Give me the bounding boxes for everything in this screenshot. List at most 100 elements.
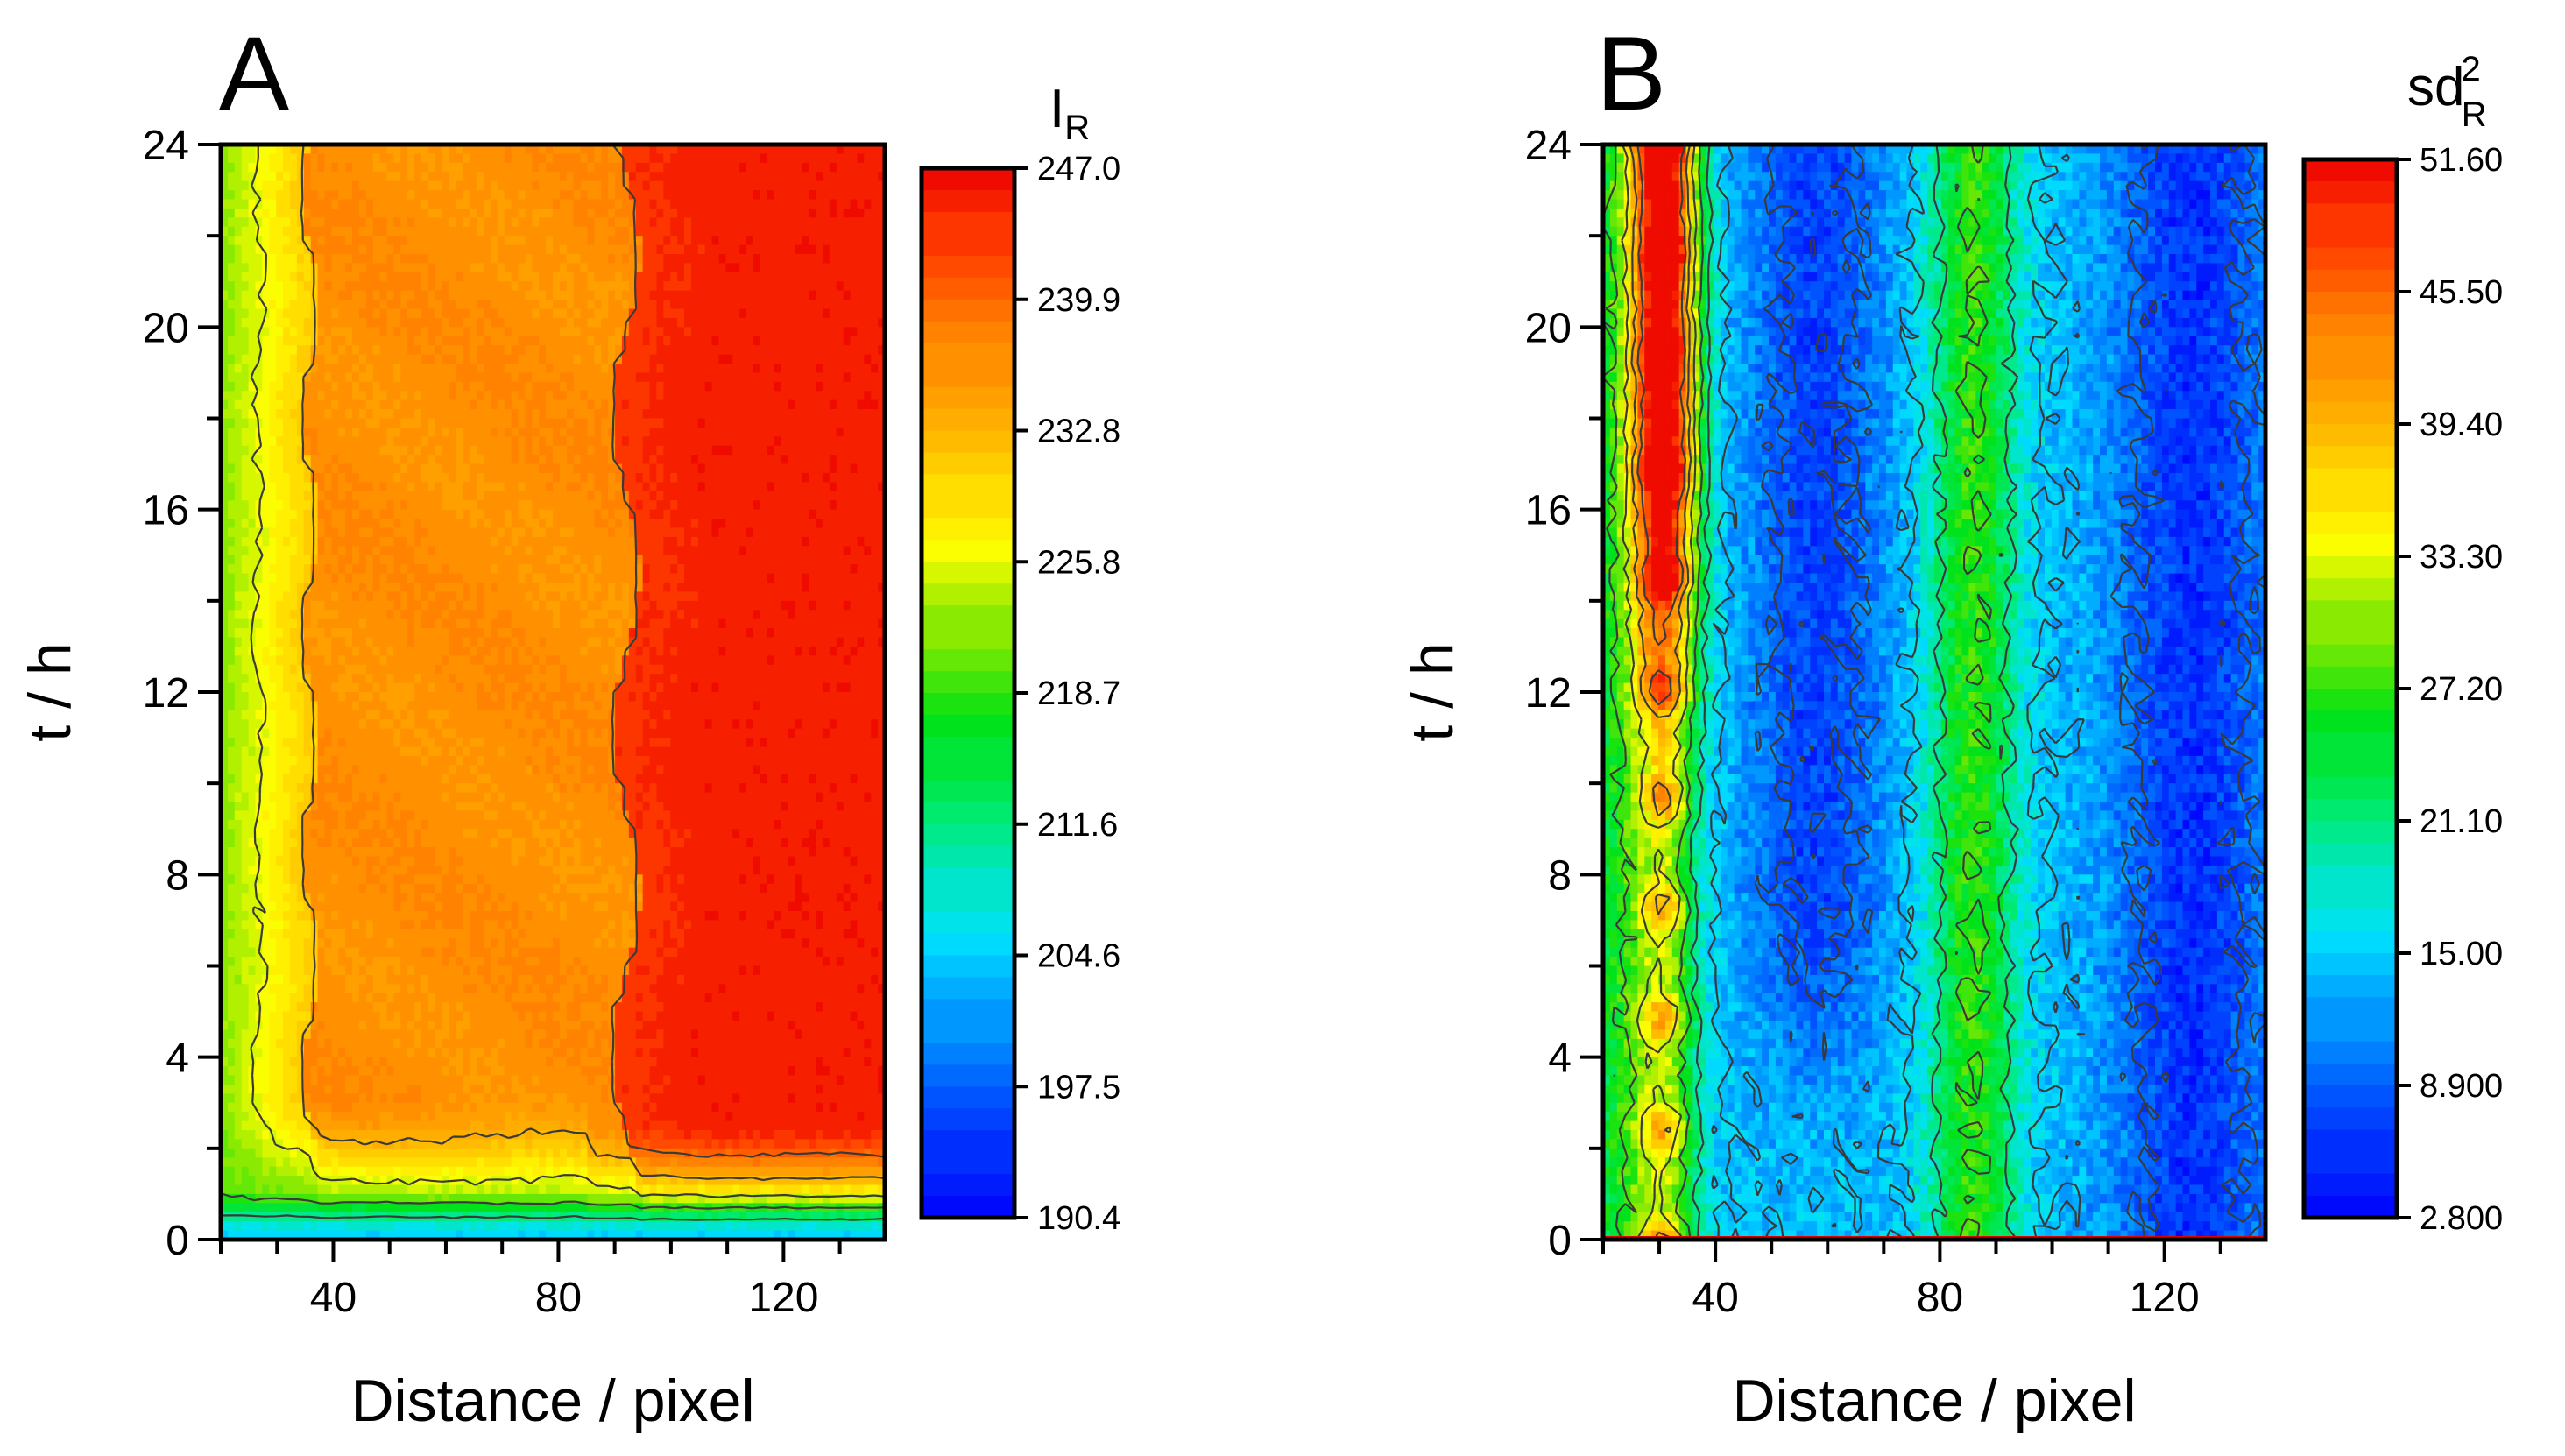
heatmap-cell [345,162,353,173]
heatmap-cell [262,436,271,447]
heatmap-cell [864,372,873,383]
heatmap-cell [857,345,866,356]
heatmap-cell [338,455,346,465]
heatmap-cell [864,591,873,602]
heatmap-cell [580,145,589,155]
heatmap-cell [490,509,498,519]
heatmap-cell [781,199,789,209]
heatmap-cell [795,509,803,519]
heatmap-cell [878,600,885,611]
heatmap-cell [546,327,554,337]
heatmap-cell [871,180,879,191]
heatmap-cell [283,263,291,273]
heatmap-cell [635,564,644,575]
heatmap-cell [420,546,429,556]
heatmap-cell [331,409,340,420]
heatmap-cell [573,153,582,164]
heatmap-cell [587,491,596,502]
heatmap-cell [850,336,859,346]
heatmap-cell [484,172,491,182]
heatmap-cell [587,263,596,273]
heatmap-cell [525,308,533,319]
heatmap-cell [718,153,727,164]
heatmap-cell [511,473,519,484]
heatmap-cell [400,591,408,602]
heatmap-cell [850,546,859,556]
heatmap-cell [310,491,319,502]
heatmap-cell [553,263,561,273]
heatmap-cell [269,327,277,337]
heatmap-cell [504,236,512,246]
heatmap-cell [497,217,505,228]
heatmap-cell [684,600,692,611]
heatmap-cell [449,491,457,502]
heatmap-cell [767,145,775,155]
heatmap-cell [442,345,450,356]
heatmap-cell [386,244,395,255]
heatmap-cell [283,336,291,346]
heatmap-cell [739,455,747,465]
heatmap-cell [289,482,298,492]
heatmap-cell [463,445,471,456]
heatmap-cell [781,509,789,519]
heatmap-cell [642,463,651,474]
heatmap-cell [760,555,768,565]
heatmap-cell [442,199,450,209]
heatmap-cell [615,272,623,283]
heatmap-cell [587,527,596,538]
heatmap-cell [518,153,526,164]
heatmap-cell [649,180,658,191]
heatmap-cell [442,153,450,164]
heatmap-cell [379,236,388,246]
heatmap-cell [566,491,575,502]
heatmap-cell [539,354,547,364]
heatmap-cell [269,244,277,255]
heatmap-cell [234,336,243,346]
heatmap-cell [324,153,333,164]
heatmap-cell [690,145,699,155]
heatmap-cell [241,300,250,310]
heatmap-cell [739,153,747,164]
heatmap-cell [608,162,616,173]
heatmap-cell [809,600,816,611]
heatmap-cell [580,409,589,420]
heatmap-cell [504,336,512,346]
heatmap-cell [767,427,775,438]
heatmap-cell [400,272,408,283]
heatmap-cell [276,381,284,392]
heatmap-cell [809,336,816,346]
heatmap-cell [248,317,257,329]
heatmap-cell [580,354,589,364]
heatmap-cell [725,372,734,383]
heatmap-cell [836,263,844,273]
heatmap-cell [809,500,816,511]
heatmap-cell [559,381,568,392]
heatmap-cell [816,455,823,465]
heatmap-cell [477,573,484,583]
heatmap-cell [393,153,402,164]
heatmap-cell [456,244,464,255]
heatmap-cell [221,281,229,292]
heatmap-cell [435,236,443,246]
heatmap-cell [829,180,837,191]
heatmap-cell [463,153,471,164]
heatmap-cell [573,519,582,529]
heatmap-cell [262,455,271,465]
heatmap-cell [393,610,402,620]
heatmap-cell [456,591,464,602]
heatmap-cell [221,600,229,611]
heatmap-cell [649,427,658,438]
heatmap-cell [809,610,816,620]
heatmap-cell [532,281,541,292]
heatmap-cell [573,336,582,346]
heatmap-cell [559,463,568,474]
heatmap-cell [663,391,672,401]
heatmap-cell [628,555,637,565]
heatmap-cell [732,327,740,337]
heatmap-cell [324,199,333,209]
heatmap-cell [511,600,519,611]
heatmap-cell [546,427,554,438]
heatmap-cell [420,290,429,300]
heatmap-cell [470,455,477,465]
heatmap-cell [283,527,291,538]
